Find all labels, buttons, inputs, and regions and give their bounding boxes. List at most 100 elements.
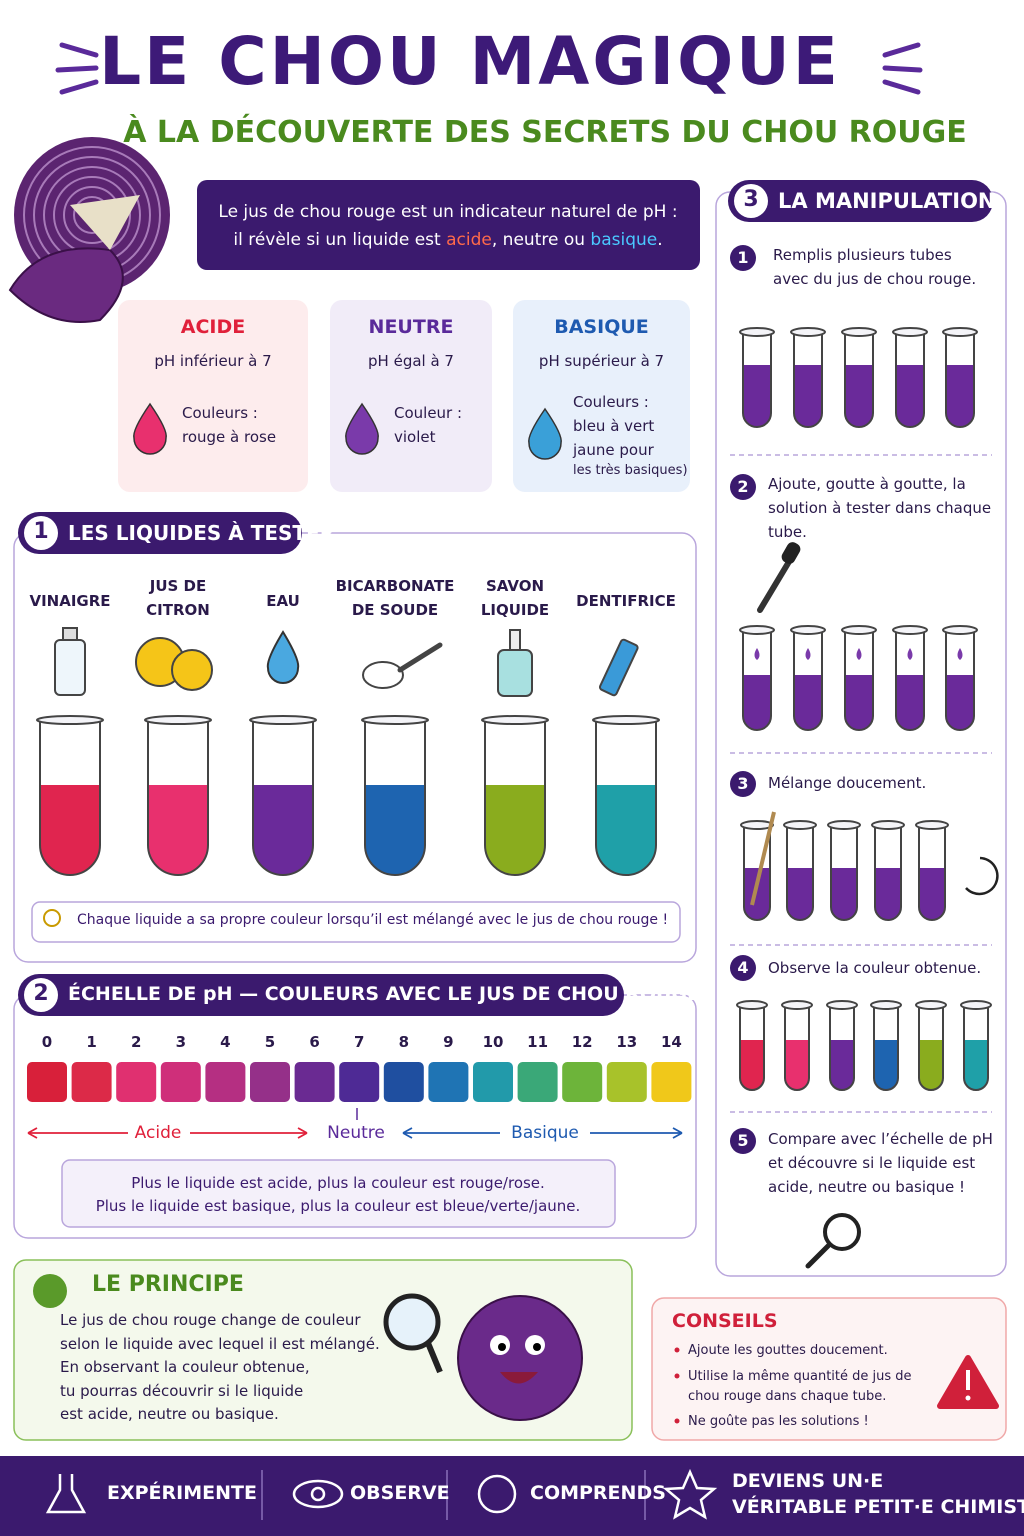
soap-pump (509, 629, 521, 651)
intro-text: il révèle si un liquide est (233, 230, 447, 250)
liquid-tube (253, 785, 313, 875)
lemon-icon (171, 649, 213, 691)
method-tube (740, 1040, 764, 1090)
cabbage-core (70, 195, 140, 250)
liquid-tube (596, 785, 656, 875)
tube-rim (790, 625, 826, 635)
toothpaste-icon (598, 638, 639, 697)
tube (895, 332, 925, 428)
ph-swatch (160, 1062, 201, 1102)
drop-icon (345, 402, 379, 455)
liquid-tube (148, 785, 208, 875)
principle-text: tu pourras découvrir si le liquide (60, 1381, 304, 1400)
intro-text: . (657, 230, 663, 250)
section-title: ÉCHELLE DE pH — COULEURS AVEC LE JUS DE … (68, 983, 701, 1005)
tube-rim (361, 715, 429, 725)
liquid-label: LIQUIDE (480, 601, 550, 619)
ph-swatch (473, 1062, 513, 1102)
drop (907, 648, 913, 660)
basic-label: Basique (511, 1123, 579, 1143)
principle-title: LE PRINCIPE (92, 1272, 244, 1297)
ph-level: 9 (443, 1033, 454, 1051)
ph-swatch (606, 1062, 647, 1102)
section-number-bg (734, 184, 768, 218)
tube (874, 825, 902, 921)
step-text: Observe la couleur obtenue. (768, 959, 982, 977)
liquid-label: DE SOUDE (351, 601, 439, 619)
tip-item: Utilise la même quantité de jus de chou … (688, 1369, 912, 1404)
step-number-bg (730, 955, 756, 981)
step-text: solution à tester dans chaque (768, 499, 992, 517)
tube-rim (739, 327, 775, 337)
mascot (457, 1295, 583, 1421)
type-colors: violet (394, 428, 436, 446)
tube-rim (841, 327, 877, 337)
intro-text: , neutre ou (491, 230, 591, 250)
step-text: tube. (768, 523, 807, 541)
type-ph: pH supérieur à 7 (538, 352, 665, 370)
arrow-head (27, 1127, 38, 1139)
tube-rim (915, 820, 949, 830)
ph-level: 10 (482, 1033, 504, 1051)
note-box (31, 901, 681, 943)
liquid-label: BICARBONATE (335, 577, 455, 595)
warning-mark (966, 1370, 970, 1390)
type-colors: bleu à vert (573, 417, 655, 435)
tube (595, 720, 657, 876)
type-colors: les très basiques) (573, 463, 688, 478)
ph-swatch (205, 1062, 246, 1102)
title: LE CHOU MAGIQUE (99, 23, 841, 100)
footer-label: DEVIENS UN·E (732, 1470, 884, 1492)
step-text: avec du jus de chou rouge. (773, 270, 977, 288)
tube-rim (942, 327, 978, 337)
tube-rim (481, 715, 549, 725)
method-tube (919, 1040, 943, 1090)
section-number: 3 (743, 187, 759, 212)
footer (0, 1456, 1024, 1536)
mascot-pupil (533, 1343, 541, 1351)
magnifier-icon (823, 1213, 861, 1251)
deco-stroke (59, 79, 99, 95)
tube-rim (144, 715, 212, 725)
tube-rim (827, 820, 861, 830)
tube-rim (960, 1000, 992, 1010)
method-tube (964, 1040, 988, 1090)
arrow-head (402, 1127, 413, 1139)
mascot-magnifier (383, 1293, 441, 1351)
tube (793, 332, 823, 428)
tube (484, 720, 546, 876)
type-ph: pH égal à 7 (368, 352, 454, 370)
tube (364, 720, 426, 876)
section-header (18, 512, 302, 554)
step-text: Remplis plusieurs tubes (773, 246, 952, 264)
ph-level: 5 (264, 1033, 276, 1051)
ph-swatch (27, 1062, 67, 1102)
footer-label: COMPRENDS (530, 1482, 666, 1504)
bullet (674, 1347, 680, 1353)
tube (743, 825, 771, 921)
tube (793, 630, 823, 731)
brain-icon (477, 1474, 517, 1514)
method-tube (787, 868, 813, 920)
section-header (18, 974, 624, 1016)
method-tube (896, 675, 924, 730)
ph-swatch (339, 1062, 380, 1102)
method-tube (845, 365, 873, 427)
type-ph: pH inférieur à 7 (154, 352, 272, 370)
stir-rod (750, 811, 776, 906)
step-text: acide, neutre ou basique ! (768, 1178, 966, 1196)
arrow-head (297, 1127, 308, 1139)
tube (945, 630, 975, 731)
liquid-tube (40, 785, 100, 875)
tube (895, 630, 925, 731)
step-number-bg (730, 474, 756, 500)
mascot-mouth (500, 1372, 538, 1384)
water-icon (266, 630, 300, 684)
tube (784, 1005, 810, 1091)
ph-swatch (294, 1062, 335, 1102)
method-tube (845, 675, 873, 730)
method-tube (874, 1040, 898, 1090)
bulb-icon (43, 909, 61, 927)
